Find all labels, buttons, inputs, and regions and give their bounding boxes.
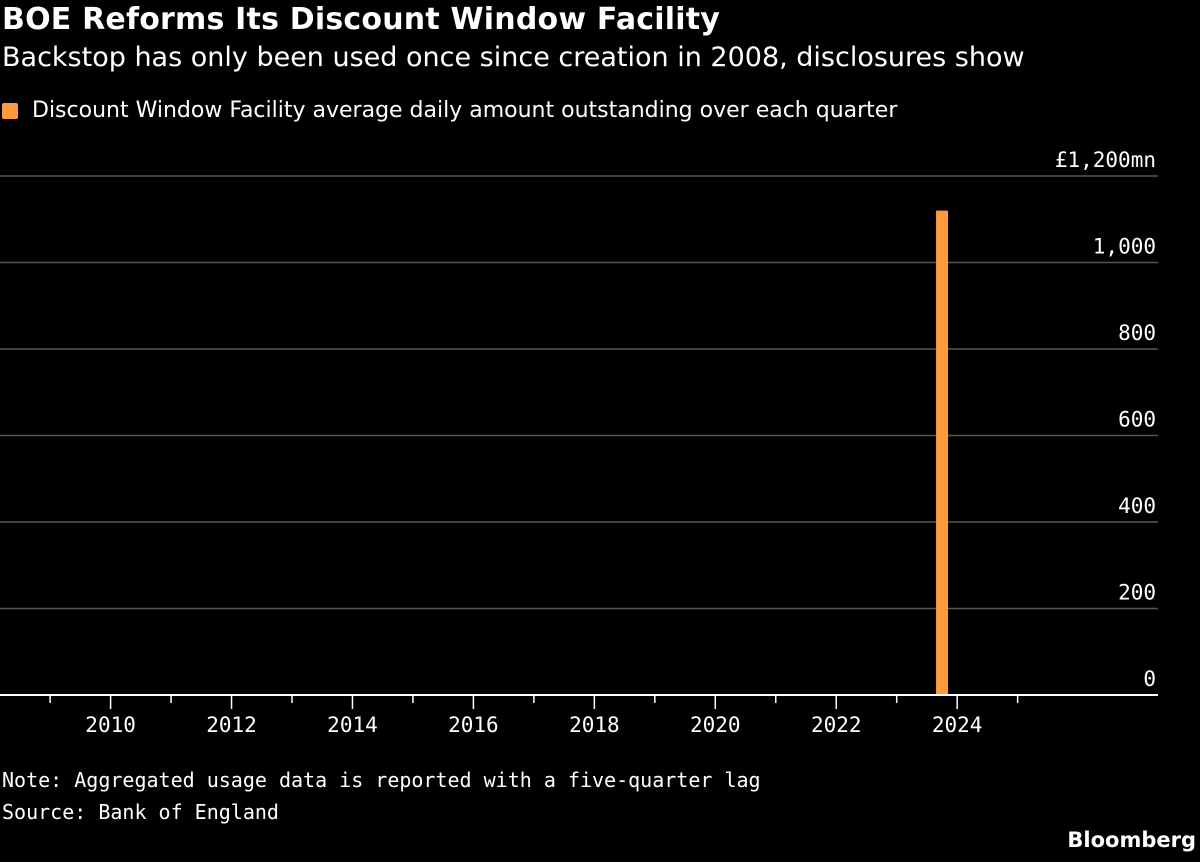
y-tick-label-1000: 1,000 [1093,235,1156,259]
y-tick-label-1200: £1,200mn [1055,148,1156,172]
legend: Discount Window Facility average daily a… [2,98,897,123]
x-tick-label-2012: 2012 [206,713,257,737]
x-axis-labels: 2010 2012 2014 2016 2018 2020 2022 2024 [85,713,982,737]
y-axis-labels: 0 200 400 600 800 1,000 £1,200mn [1055,148,1156,691]
chart-title: BOE Reforms Its Discount Window Facility [2,2,720,37]
legend-swatch [2,102,18,119]
gridlines [0,175,1158,610]
x-tick-label-2022: 2022 [811,713,862,737]
x-axis [0,694,1158,709]
x-tick-label-2010: 2010 [85,713,136,737]
x-tick-label-2020: 2020 [690,713,741,737]
y-tick-label-600: 600 [1118,408,1156,432]
chart-subtitle: Backstop has only been used once since c… [2,42,1025,73]
footnote: Note: Aggregated usage data is reported … [2,768,761,792]
y-tick-label-400: 400 [1118,494,1156,518]
source-note: Source: Bank of England [2,800,279,824]
y-tick-label-200: 200 [1118,581,1156,605]
x-tick-label-2016: 2016 [448,713,499,737]
x-tick-label-2018: 2018 [569,713,620,737]
legend-label: Discount Window Facility average daily a… [32,98,898,123]
bar-2023-q4 [936,210,949,695]
x-tick-label-2014: 2014 [327,713,378,737]
y-tick-label-800: 800 [1118,321,1156,345]
y-tick-label-0: 0 [1143,667,1156,691]
bloomberg-logo: Bloomberg [1067,828,1196,852]
bars [936,210,949,695]
x-tick-label-2024: 2024 [932,713,983,737]
